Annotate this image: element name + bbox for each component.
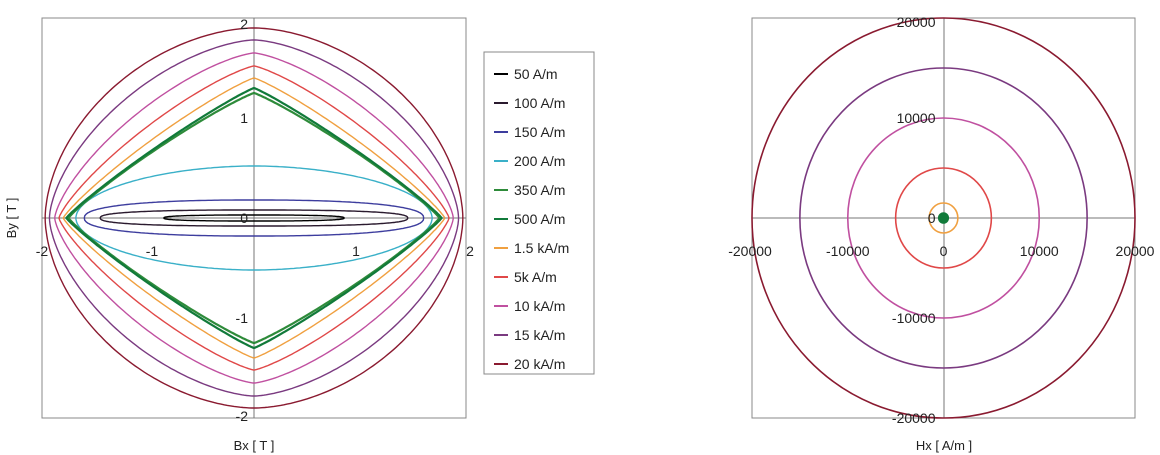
x-tick-label: 0 xyxy=(940,243,948,259)
series-curve-9 xyxy=(48,39,460,397)
series-curve-2 xyxy=(83,199,425,237)
y-tick-label: -10000 xyxy=(892,310,936,326)
curve-group xyxy=(44,27,464,409)
series-curve-0 xyxy=(163,214,345,222)
legend-item-group: 50 A/m 100 A/m 150 A/m 200 A/m 350 A/m 500 A/… xyxy=(494,66,569,372)
series-curve-5 xyxy=(65,86,443,350)
legend-label: 350 A/m xyxy=(514,182,565,198)
legend: 50 A/m 100 A/m 150 A/m 200 A/m 350 A/m 500 A/… xyxy=(483,51,595,375)
series-curve-3 xyxy=(75,165,433,271)
x-axis-label: Hx [ A/m ] xyxy=(916,438,972,453)
circle-curve-0 xyxy=(937,212,950,224)
legend-label: 15 kA/m xyxy=(514,327,565,343)
x-tick-label: 20000 xyxy=(1116,243,1155,259)
series-curve-6 xyxy=(62,77,446,359)
x-tick-label: -10000 xyxy=(826,243,870,259)
y-tick-label: 0 xyxy=(240,210,248,226)
series-curve-7 xyxy=(58,65,450,371)
x-tick-label: -20000 xyxy=(728,243,772,259)
legend-box xyxy=(483,51,595,375)
tick-label-group: -2 -1 1 2 -2 -1 0 1 2 xyxy=(36,16,474,424)
y-tick-label: 10000 xyxy=(897,110,936,126)
y-tick-label: -2 xyxy=(236,408,249,424)
series-curve-8 xyxy=(53,52,454,384)
circle-curve-3 xyxy=(846,117,1041,319)
series-curve-1 xyxy=(99,209,409,227)
legend-label: 200 A/m xyxy=(514,153,565,169)
x-axis-label: Bx [ T ] xyxy=(234,438,275,453)
circle-curve-4 xyxy=(799,67,1088,369)
legend-label: 150 A/m xyxy=(514,124,565,140)
legend-label: 50 A/m xyxy=(514,66,558,82)
x-tick-label: 10000 xyxy=(1020,243,1059,259)
tick-label-group: -20000 -10000 0 10000 20000 -20000 -10000 0 1000… xyxy=(728,14,1154,426)
y-tick-label: 1 xyxy=(240,110,248,126)
legend-label: 1.5 kA/m xyxy=(514,240,569,256)
legend-label: 5k A/m xyxy=(514,269,557,285)
x-tick-label: -1 xyxy=(146,243,159,259)
curve-group xyxy=(751,17,1136,419)
x-tick-label: 2 xyxy=(466,243,474,259)
circle-curve-2 xyxy=(894,167,993,269)
x-tick-label: 1 xyxy=(352,243,360,259)
y-tick-label: 20000 xyxy=(897,14,936,30)
series-curve-10 xyxy=(44,27,464,409)
y-tick-label: 0 xyxy=(928,210,936,226)
y-tick-label: 2 xyxy=(240,16,248,32)
b-field-loci-chart: -2 -1 1 2 -2 -1 0 1 2 Bx [ T ] By [ T ] xyxy=(4,16,474,453)
series-curve-4 xyxy=(66,91,441,345)
h-field-loci-chart: -20000 -10000 0 10000 20000 -20000 -10000 0 1000… xyxy=(728,14,1154,453)
circle-curve-5 xyxy=(751,17,1136,419)
x-tick-label: -2 xyxy=(36,243,49,259)
circle-curve-1 xyxy=(928,202,959,234)
legend-label: 20 kA/m xyxy=(514,356,565,372)
y-tick-label: -20000 xyxy=(892,410,936,426)
y-axis-label: By [ T ] xyxy=(4,198,19,239)
legend-label: 500 A/m xyxy=(514,211,565,227)
legend-label: 100 A/m xyxy=(514,95,565,111)
legend-label: 10 kA/m xyxy=(514,298,565,314)
y-tick-label: -1 xyxy=(236,310,249,326)
